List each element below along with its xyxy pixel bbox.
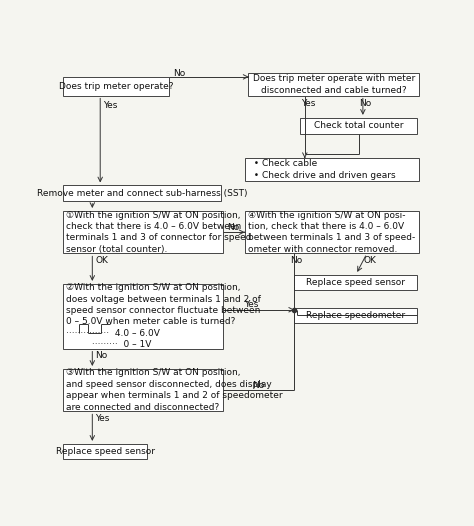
FancyBboxPatch shape — [300, 118, 418, 134]
FancyBboxPatch shape — [248, 73, 419, 96]
Text: No: No — [173, 69, 185, 78]
FancyBboxPatch shape — [63, 369, 223, 411]
Text: No: No — [228, 223, 240, 232]
Text: Replace speed sensor: Replace speed sensor — [55, 447, 155, 456]
FancyBboxPatch shape — [294, 275, 418, 290]
FancyBboxPatch shape — [63, 211, 223, 254]
Text: • Check cable
  • Check drive and driven gears: • Check cable • Check drive and driven g… — [248, 159, 395, 180]
Text: ③With the ignition S/W at ON position,
and speed sensor disconnected, does displ: ③With the ignition S/W at ON position, a… — [66, 369, 283, 412]
Text: OK: OK — [363, 256, 376, 265]
FancyBboxPatch shape — [245, 158, 419, 180]
Text: Remove meter and connect sub-harness (SST): Remove meter and connect sub-harness (SS… — [36, 189, 247, 198]
FancyBboxPatch shape — [294, 308, 418, 323]
Text: OK: OK — [95, 256, 108, 265]
Text: Yes: Yes — [301, 99, 316, 108]
Text: ①With the ignition S/W at ON position,
check that there is 4.0 – 6.0V between
te: ①With the ignition S/W at ON position, c… — [66, 210, 251, 254]
Text: Yes: Yes — [244, 300, 258, 309]
Text: ②With the ignition S/W at ON position,
does voltage between terminals 1 and 2 of: ②With the ignition S/W at ON position, d… — [66, 283, 261, 349]
Text: Replace speedometer: Replace speedometer — [306, 311, 405, 320]
Text: Does trip meter operate with meter
disconnected and cable turned?: Does trip meter operate with meter disco… — [253, 74, 415, 95]
Text: No: No — [252, 381, 264, 390]
FancyBboxPatch shape — [63, 284, 223, 349]
Text: No: No — [290, 256, 302, 265]
Text: No: No — [95, 351, 108, 360]
FancyBboxPatch shape — [63, 186, 221, 201]
FancyBboxPatch shape — [245, 211, 419, 254]
Text: No: No — [359, 99, 372, 108]
Text: ④With the ignition S/W at ON posi-
tion, check that there is 4.0 – 6.0V
between : ④With the ignition S/W at ON posi- tion,… — [248, 210, 415, 254]
Text: Check total counter: Check total counter — [314, 122, 403, 130]
Text: Does trip meter operate?: Does trip meter operate? — [59, 82, 173, 90]
FancyBboxPatch shape — [63, 444, 147, 459]
Text: Yes: Yes — [95, 414, 109, 423]
FancyBboxPatch shape — [63, 77, 169, 96]
Text: Yes: Yes — [103, 101, 118, 110]
Text: Replace speed sensor: Replace speed sensor — [306, 278, 405, 287]
